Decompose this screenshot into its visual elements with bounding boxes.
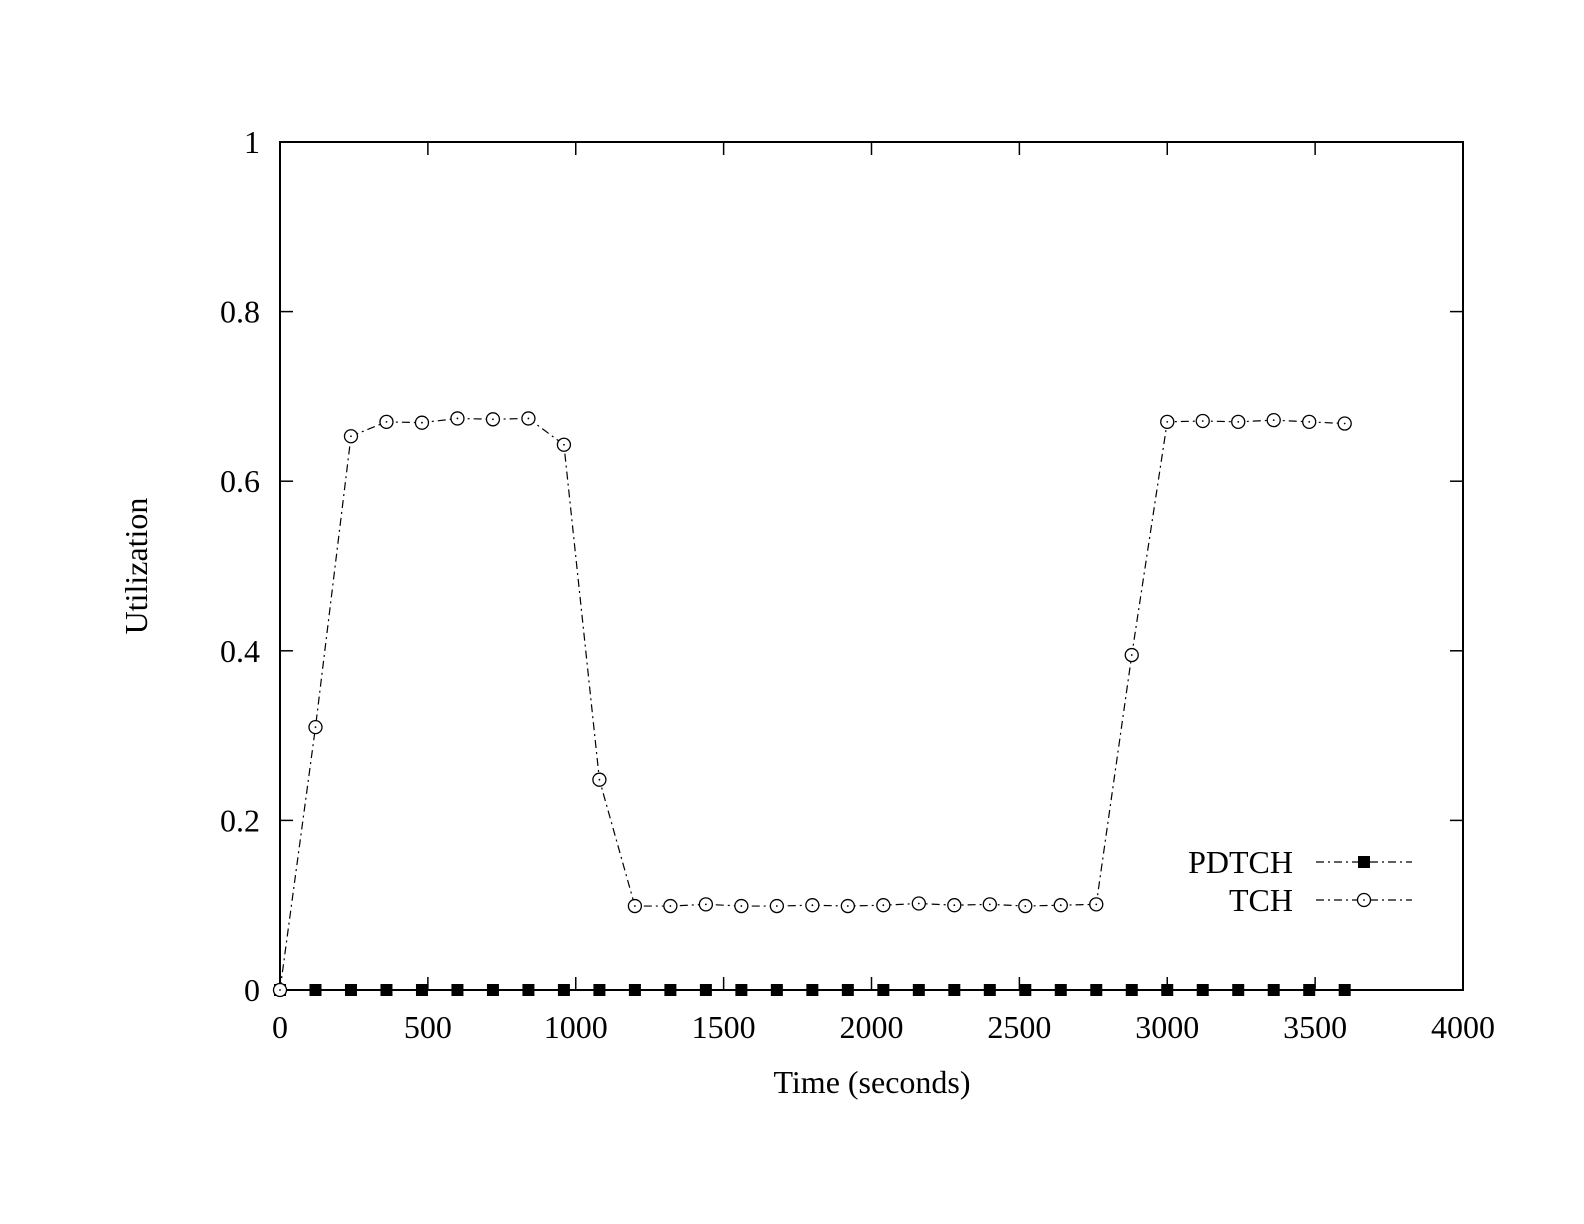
data-point-pdtch [1196, 984, 1209, 996]
data-point-pdtch [1232, 984, 1245, 996]
data-point-tch [840, 898, 855, 914]
data-point-tch [521, 411, 536, 426]
data-point-tch [1302, 414, 1317, 429]
series-group [272, 411, 1352, 998]
data-point-pdtch [486, 984, 499, 996]
data-point-pdtch [1090, 984, 1103, 996]
data-point-tch [982, 897, 997, 912]
data-point-pdtch [1054, 984, 1067, 996]
data-point-pdtch [380, 984, 393, 996]
data-point-pdtch [415, 984, 428, 996]
data-point-tch [485, 412, 501, 427]
legend-marker-tch [1356, 892, 1372, 908]
data-point-pdtch [1125, 984, 1138, 996]
ticks-group: 0 500 1000 1500 2000 2500 3000 3500 4000 0 0.2 0.4 0… [220, 124, 1495, 1045]
data-point-tch [769, 898, 785, 914]
y-axis-label: Utilization [118, 498, 154, 635]
data-point-tch [343, 429, 359, 444]
y-tick-label: 0.2 [220, 802, 260, 838]
data-point-tch [1089, 897, 1104, 912]
x-tick-label: 0 [272, 1009, 288, 1045]
legend-item-tch: TCH [1229, 882, 1412, 918]
data-point-pdtch [877, 984, 890, 996]
x-tick-label: 500 [404, 1009, 452, 1045]
legend-item-pdtch: PDTCH [1188, 844, 1412, 880]
data-point-tch [1124, 647, 1139, 663]
y-tick-label: 0.4 [220, 633, 260, 669]
x-tick-label: 2000 [840, 1009, 904, 1045]
data-point-pdtch [593, 984, 606, 996]
x-tick-label: 2500 [987, 1009, 1051, 1045]
data-point-pdtch [983, 984, 996, 996]
data-point-pdtch [948, 984, 961, 996]
data-point-tch [272, 982, 288, 998]
data-point-tch [1018, 898, 1033, 914]
data-point-pdtch [699, 984, 712, 996]
data-point-pdtch [557, 984, 570, 996]
data-point-tch [663, 898, 678, 914]
data-point-tch [698, 897, 714, 912]
data-point-pdtch [1267, 984, 1280, 996]
legend-label-pdtch: PDTCH [1188, 844, 1293, 880]
data-point-pdtch [628, 984, 641, 996]
data-point-pdtch [770, 984, 783, 996]
data-point-pdtch [344, 984, 357, 996]
data-point-pdtch [309, 984, 322, 996]
data-point-pdtch [451, 984, 464, 996]
data-point-tch [627, 898, 643, 914]
data-point-tch [379, 414, 394, 429]
data-point-tch [805, 898, 820, 913]
data-point-tch [556, 437, 572, 452]
data-point-pdtch [735, 984, 748, 996]
data-point-tch [947, 898, 962, 913]
y-tick-label: 1 [244, 124, 260, 160]
series-tch [272, 411, 1352, 998]
y-tick-label: 0.8 [220, 294, 260, 330]
data-point-pdtch [806, 984, 819, 996]
data-point-pdtch [1303, 984, 1316, 996]
x-tick-label: 3000 [1135, 1009, 1199, 1045]
x-tick-label: 1500 [692, 1009, 756, 1045]
y-tick-label: 0.6 [220, 463, 260, 499]
data-point-tch [911, 896, 926, 911]
data-point-pdtch [664, 984, 677, 996]
legend-label-tch: TCH [1229, 882, 1293, 918]
data-point-tch [876, 898, 891, 913]
data-point-tch [1053, 898, 1068, 913]
data-point-pdtch [522, 984, 535, 996]
legend-marker-pdtch [1358, 856, 1370, 868]
y-tick-label: 0 [244, 972, 260, 1008]
x-tick-label: 4000 [1431, 1009, 1495, 1045]
data-point-pdtch [912, 984, 925, 996]
data-point-tch [450, 411, 465, 426]
data-point-tch [308, 719, 323, 735]
data-point-tch [1266, 412, 1281, 428]
data-point-pdtch [1019, 984, 1032, 996]
x-tick-label: 1000 [544, 1009, 608, 1045]
data-point-tch [592, 772, 607, 787]
data-point-pdtch [841, 984, 854, 996]
x-axis-label: Time (seconds) [773, 1064, 970, 1100]
data-point-tch [734, 898, 749, 914]
data-point-pdtch [1161, 984, 1174, 996]
data-point-tch [414, 415, 430, 430]
data-point-pdtch [1338, 984, 1351, 996]
data-point-tch [1231, 414, 1246, 429]
data-point-tch [1337, 416, 1352, 431]
series-pdtch [274, 984, 1351, 996]
data-point-tch [1160, 414, 1175, 429]
data-point-tch [1195, 413, 1210, 429]
x-tick-label: 3500 [1283, 1009, 1347, 1045]
